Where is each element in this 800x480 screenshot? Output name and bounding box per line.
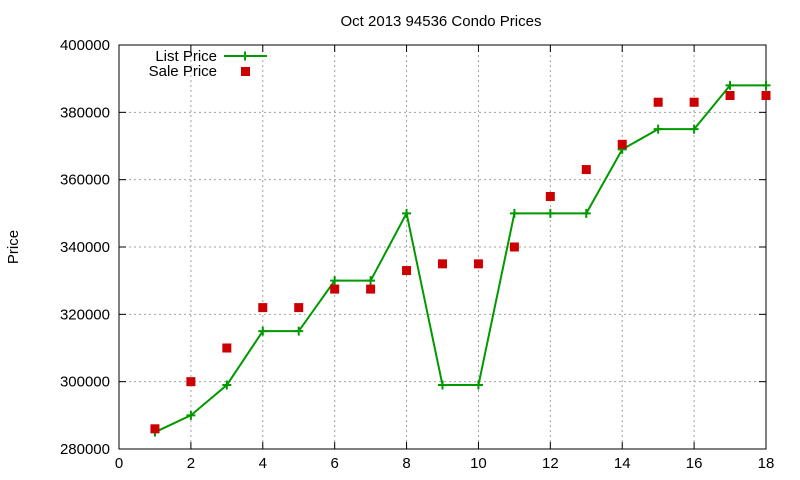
x-tick-label: 14	[614, 455, 631, 472]
y-tick-label: 400000	[60, 37, 110, 54]
data-point-sale-price	[438, 259, 447, 269]
legend-label-list-price: List Price	[155, 48, 217, 65]
data-point-sale-price	[402, 266, 412, 276]
data-point-list-price	[509, 208, 519, 218]
data-point-list-price	[366, 276, 376, 286]
x-tick-label: 18	[758, 455, 775, 472]
series-line-list-price	[154, 84, 766, 434]
data-point-sale-price	[509, 242, 519, 252]
legend: List Price Sale Price	[149, 48, 267, 80]
data-point-sale-price	[150, 424, 160, 434]
data-point-sale-price	[761, 91, 771, 100]
data-point-list-price	[186, 410, 196, 420]
data-point-list-price	[653, 124, 663, 134]
y-tick-label: 320000	[60, 306, 110, 323]
data-point-list-price	[258, 326, 268, 336]
data-point-list-price	[581, 208, 591, 218]
data-point-sale-price	[545, 192, 555, 201]
data-point-sale-price	[725, 91, 735, 100]
y-tick-label: 280000	[60, 441, 110, 458]
data-point-sale-price	[366, 284, 376, 294]
data-point-sale-price	[186, 377, 196, 387]
x-tick-label: 6	[330, 455, 338, 472]
data-point-list-price	[689, 124, 699, 134]
legend-label-sale-price: Sale Price	[149, 63, 217, 80]
data-point-list-price	[222, 380, 232, 390]
y-tick-labels: 280000 300000 320000 340000 360000 380000 4000…	[60, 37, 110, 458]
data-point-sale-price	[222, 343, 232, 353]
axis-ticks	[118, 44, 767, 450]
data-point-sale-price	[294, 303, 304, 313]
x-tick-label: 0	[115, 455, 123, 472]
data-point-sale-price	[330, 284, 340, 294]
data-point-sale-price	[258, 303, 268, 313]
chart-title: Oct 2013 94536 Condo Prices	[341, 13, 542, 30]
y-tick-label: 300000	[60, 374, 110, 391]
x-tick-label: 16	[686, 455, 703, 472]
y-tick-label: 360000	[60, 172, 110, 189]
data-point-list-price	[294, 326, 304, 336]
x-tick-label: 4	[259, 455, 267, 472]
x-tick-label: 2	[187, 455, 195, 472]
x-tick-label: 10	[470, 455, 487, 472]
y-axis-label: Price	[5, 230, 22, 264]
data-point-list-price	[473, 380, 483, 390]
data-point-sale-price	[653, 97, 663, 107]
data-point-list-price	[761, 80, 771, 90]
x-tick-label: 12	[542, 455, 559, 472]
data-point-list-price	[402, 208, 412, 218]
data-point-list-price	[545, 208, 555, 218]
data-point-list-price	[330, 276, 340, 286]
data-point-list-price	[438, 380, 447, 390]
series-layer	[150, 80, 771, 437]
legend-marker-sale-price	[241, 67, 250, 76]
data-point-sale-price	[617, 139, 627, 149]
data-point-sale-price	[581, 165, 591, 175]
data-point-sale-price	[473, 259, 483, 269]
y-tick-label: 380000	[60, 104, 110, 121]
data-point-list-price	[725, 80, 735, 90]
x-tick-labels: 0 2 4 6 8 10 12 14 16 18	[115, 455, 775, 472]
y-tick-label: 340000	[60, 239, 110, 256]
data-point-sale-price	[689, 97, 699, 107]
legend-marker-list-price	[240, 51, 250, 61]
x-tick-label: 8	[402, 455, 410, 472]
